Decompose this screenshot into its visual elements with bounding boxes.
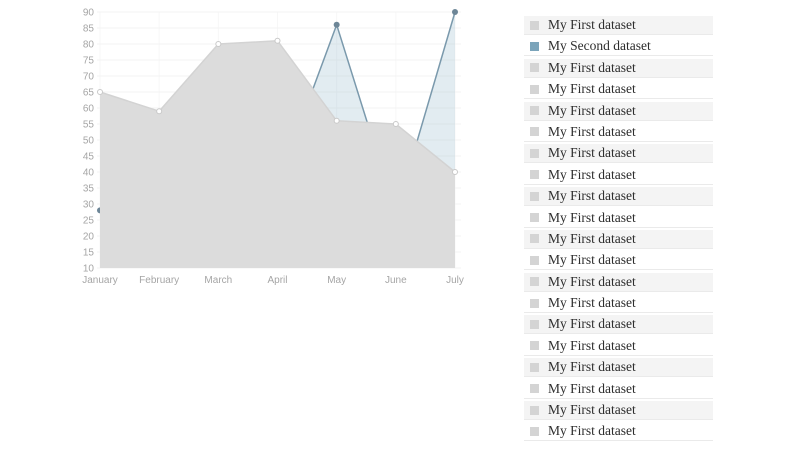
x-tick-label: June (385, 275, 407, 286)
legend-item[interactable]: My First dataset (524, 166, 713, 185)
legend-item[interactable]: My First dataset (524, 187, 713, 207)
y-tick-label: 35 (83, 184, 95, 195)
legend-item[interactable]: My First dataset (524, 209, 713, 228)
data-point (452, 9, 458, 15)
y-tick-label: 25 (83, 216, 95, 227)
y-tick-label: 20 (83, 232, 95, 243)
series-my-first-dataset (97, 37, 458, 268)
legend-item[interactable]: My First dataset (524, 380, 713, 399)
dataset-swatch-icon (530, 341, 539, 351)
legend-item[interactable]: My First dataset (524, 144, 713, 164)
legend-item[interactable]: My First dataset (524, 401, 713, 421)
legend-item-label: My First dataset (548, 380, 636, 396)
dataset-swatch-icon (530, 148, 539, 158)
dataset-swatch-icon (530, 255, 539, 265)
legend-item-label: My First dataset (548, 17, 636, 32)
y-tick-label: 80 (83, 40, 95, 51)
dataset-swatch-icon (530, 234, 539, 244)
legend-item-label: My First dataset (548, 402, 636, 418)
legend-item[interactable]: My First dataset (524, 422, 713, 442)
y-tick-label: 60 (83, 104, 95, 115)
dataset-swatch-icon (530, 384, 539, 394)
dataset-swatch-icon (530, 170, 539, 180)
legend-item-label: My First dataset (548, 145, 636, 161)
legend-item[interactable]: My First dataset (524, 337, 713, 356)
legend-item[interactable]: My First dataset (524, 251, 713, 271)
data-point (156, 108, 163, 115)
legend-item[interactable]: My First dataset (524, 58, 713, 78)
legend-item-label: My Second dataset (548, 38, 651, 54)
x-tick-label: July (446, 275, 464, 286)
legend-item[interactable]: My First dataset (524, 272, 713, 292)
legend-item-label: My First dataset (548, 166, 636, 182)
data-point (452, 169, 458, 175)
dataset-swatch-icon (530, 106, 539, 116)
dataset-swatch-icon (530, 213, 539, 223)
dataset-swatch-icon (530, 41, 539, 51)
y-tick-label: 90 (83, 8, 95, 19)
y-tick-label: 75 (83, 56, 95, 67)
dataset-swatch-icon (530, 277, 539, 287)
legend-item-label: My First dataset (548, 295, 636, 311)
legend-item[interactable]: My Second dataset (524, 37, 713, 57)
legend-item[interactable]: My First dataset (524, 123, 713, 142)
dataset-swatch-icon (530, 405, 539, 415)
dataset-swatch-icon (530, 127, 539, 137)
axis-tick-labels: 10 15 20 25 30 35 40 45 50 55 60 65 70 75 80 85 90 Januar… (82, 8, 464, 287)
legend-item-label: My First dataset (548, 423, 636, 439)
legend-item-label: My First dataset (548, 59, 636, 75)
legend-item[interactable]: My First dataset (524, 315, 713, 335)
legend-item[interactable]: My First dataset (524, 101, 713, 121)
y-tick-label: 30 (83, 200, 95, 211)
legend-item[interactable]: My First dataset (524, 294, 713, 314)
dataset-swatch-icon (530, 63, 539, 73)
x-tick-label: May (327, 275, 346, 286)
legend-item[interactable]: My First dataset (524, 16, 713, 35)
x-tick-label: January (82, 275, 118, 286)
legend-item-label: My First dataset (548, 188, 636, 204)
legend-item-label: My First dataset (548, 273, 636, 289)
dataset-swatch-icon (530, 298, 539, 308)
legend-item-label: My First dataset (548, 337, 636, 353)
dataset-swatch-icon (530, 319, 539, 329)
y-tick-label: 10 (83, 264, 95, 275)
legend-item-label: My First dataset (548, 316, 636, 332)
y-tick-label: 50 (83, 136, 95, 147)
x-tick-label: March (204, 275, 232, 286)
data-point (333, 21, 340, 28)
legend-item-label: My First dataset (548, 102, 636, 118)
legend-item-label: My First dataset (548, 123, 636, 139)
legend-item-label: My First dataset (548, 209, 636, 225)
legend-item-label: My First dataset (548, 81, 636, 97)
line-area-chart: 10 15 20 25 30 35 40 45 50 55 60 65 70 75 80 85 90 Januar… (0, 0, 480, 300)
legend-item-label: My First dataset (548, 359, 636, 375)
legend-item-label: My First dataset (548, 252, 636, 268)
y-tick-label: 70 (83, 72, 95, 83)
x-tick-label: February (139, 275, 179, 286)
legend-item[interactable]: My First dataset (524, 80, 713, 100)
dataset-swatch-icon (530, 191, 539, 201)
data-point (274, 37, 281, 44)
y-tick-label: 65 (83, 88, 95, 99)
dataset-swatch-icon (530, 426, 539, 436)
dataset-legend-list: My First dataset My Second dataset My Fi… (524, 16, 713, 444)
dataset-swatch-icon (530, 20, 539, 30)
y-tick-label: 45 (83, 152, 95, 163)
y-tick-label: 40 (83, 168, 95, 179)
legend-item-label: My First dataset (548, 230, 636, 246)
chart-canvas: 10 15 20 25 30 35 40 45 50 55 60 65 70 75 80 85 90 Januar… (82, 8, 464, 287)
data-point (333, 117, 340, 124)
y-tick-label: 85 (83, 24, 95, 35)
y-tick-label: 55 (83, 120, 95, 131)
legend-item[interactable]: My First dataset (524, 229, 713, 249)
data-point (97, 89, 103, 95)
x-tick-label: April (267, 275, 287, 286)
dataset-swatch-icon (530, 362, 539, 372)
dataset-swatch-icon (530, 84, 539, 94)
data-point (215, 41, 222, 47)
data-point (392, 121, 399, 127)
legend-item[interactable]: My First dataset (524, 358, 713, 378)
y-tick-label: 15 (83, 248, 95, 259)
